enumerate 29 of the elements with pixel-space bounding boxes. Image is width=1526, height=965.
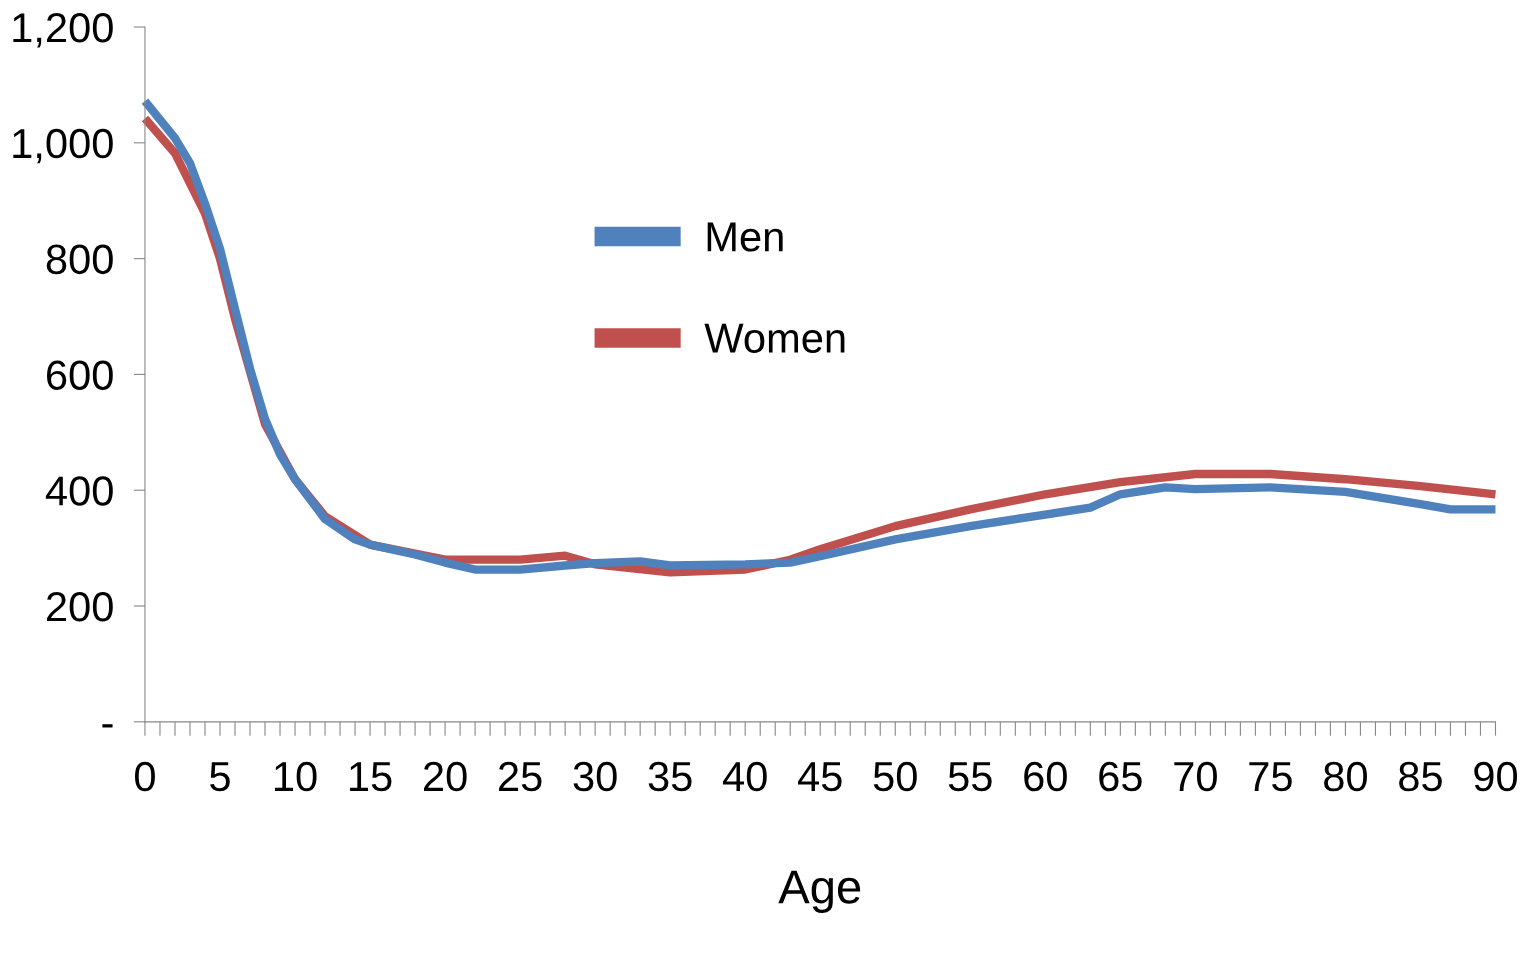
legend-label: Men xyxy=(707,222,783,252)
x-axis-title: Age xyxy=(778,870,861,914)
y-tick-label: 200 xyxy=(47,592,113,622)
x-tick-label: 10 xyxy=(275,761,317,792)
y-tick-label: - xyxy=(102,724,113,728)
legend-label: Women xyxy=(704,323,845,353)
x-tick-label: 70 xyxy=(1174,761,1217,792)
x-tick-label: 15 xyxy=(350,762,392,792)
x-tick-label: 50 xyxy=(873,761,917,792)
y-tick-label: 1,200 xyxy=(13,13,113,48)
y-tick-label: 600 xyxy=(47,360,113,390)
x-tick-label: 45 xyxy=(798,762,842,792)
y-tick-label: 800 xyxy=(46,244,113,275)
x-tick-label: 65 xyxy=(1099,761,1142,792)
x-tick-label: 25 xyxy=(499,761,542,792)
x-tick-label: 20 xyxy=(424,761,467,792)
x-tick-label: 40 xyxy=(722,761,767,792)
x-tick-label: 5 xyxy=(210,762,230,792)
x-tick-label: 35 xyxy=(648,761,692,792)
x-tick-label: 0 xyxy=(135,761,155,792)
y-tick-label: 1,000 xyxy=(13,128,113,164)
x-tick-label: 80 xyxy=(1324,761,1367,792)
y-tick-label: 400 xyxy=(45,476,113,506)
x-tick-label: 90 xyxy=(1474,761,1518,792)
x-tick-label: 60 xyxy=(1024,761,1067,792)
x-tick-label: 85 xyxy=(1399,761,1442,792)
x-tick-label: 75 xyxy=(1249,762,1292,792)
x-tick-label: 30 xyxy=(573,761,617,792)
x-tick-label: 55 xyxy=(948,762,992,792)
